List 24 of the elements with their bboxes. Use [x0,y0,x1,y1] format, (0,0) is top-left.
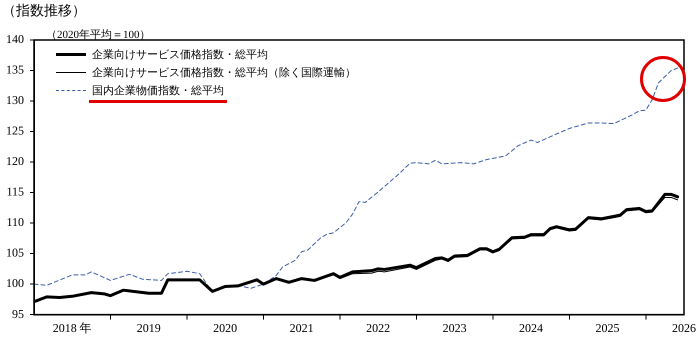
x-tick-label: 2026 [672,320,696,335]
y-tick-label: 95 [12,306,24,321]
legend-label: 企業向けサービス価格指数・総平均（除く国際運輸） [92,66,356,80]
x-tick-label: 2020 [213,320,238,335]
y-tick-label: 140 [6,32,24,46]
x-tick-label: 2025 [596,320,620,335]
chart-title: （指数推移） [2,2,86,20]
y-tick-label: 115 [6,184,24,199]
legend-label: 国内企業物価指数・総平均 [92,84,224,98]
y-tick-label: 110 [6,215,24,230]
x-tick-label: 2022 [366,320,390,335]
y-tick-label: 100 [6,276,24,290]
y-tick-label: 125 [6,124,24,138]
x-tick-label: 2023 [442,320,467,335]
y-tick-label: 105 [6,246,24,260]
x-tick-label: 2024 [519,320,544,335]
x-tick-label: 2021 [290,320,314,335]
x-tick-label: 2018 年 [52,320,92,335]
legend-label: 企業向けサービス価格指数・総平均 [92,48,268,62]
y-tick-label: 120 [6,154,24,168]
chart-subtitle: （2020年平均＝100） [46,28,150,42]
y-tick-label: 135 [6,62,24,77]
x-tick-label: 2019 [136,320,161,335]
y-tick-label: 130 [6,93,24,108]
